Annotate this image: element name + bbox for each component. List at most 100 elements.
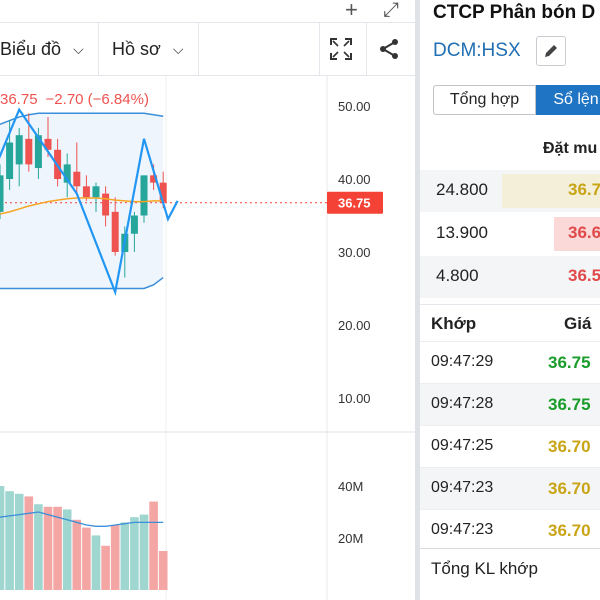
orderbook-row[interactable]: 4.800 36.5 bbox=[420, 256, 600, 298]
price-chart[interactable]: 50.0040.0030.0020.0010.0040M20M36.7536.7… bbox=[0, 0, 416, 600]
candle-body bbox=[15, 135, 23, 165]
volume-bar bbox=[53, 506, 62, 590]
candle-body bbox=[150, 175, 158, 183]
divider bbox=[319, 23, 320, 75]
volume-bar bbox=[5, 491, 14, 590]
trade-row: 09:47:23 36.70 bbox=[420, 467, 600, 510]
chevron-down-icon: ⌵ bbox=[73, 40, 84, 57]
candle-body bbox=[34, 135, 42, 169]
bollinger-lower-line bbox=[0, 276, 164, 290]
trade-price: 36.70 bbox=[548, 521, 591, 540]
trade-time: 09:47:23 bbox=[431, 479, 494, 496]
fullscreen-button[interactable] bbox=[330, 23, 356, 75]
trade-row: 09:47:23 36.70 bbox=[420, 509, 600, 552]
volume-bar bbox=[130, 517, 139, 590]
trades-price-header: Giá bbox=[564, 314, 592, 333]
orderbook-volume-bar bbox=[502, 174, 600, 208]
candle-body bbox=[159, 182, 167, 203]
share-button[interactable] bbox=[378, 23, 404, 75]
pencil-icon bbox=[545, 45, 557, 57]
add-icon[interactable]: + bbox=[345, 0, 358, 22]
legend-price: 36.75 bbox=[0, 91, 38, 108]
profile-menu-label: Hồ sơ bbox=[112, 38, 161, 59]
legend-change: −2.70 (−6.84%) bbox=[46, 91, 149, 108]
volume-bar bbox=[34, 504, 43, 590]
orderbook-volume-bar bbox=[554, 217, 600, 251]
candle-body bbox=[92, 186, 100, 198]
ticker-link[interactable]: DCM:HSX bbox=[433, 40, 521, 61]
chart-legend: 36.75 −2.70 (−6.84%) bbox=[0, 91, 149, 108]
tab-orderbook[interactable]: Sổ lện bbox=[536, 85, 600, 115]
orderbook-price: 36.6 bbox=[568, 223, 600, 242]
volume-bar bbox=[24, 496, 34, 590]
panel-splitter[interactable] bbox=[415, 0, 420, 600]
total-volume-label: Tổng KL khớp bbox=[431, 559, 538, 578]
orderbook-header-label: Đặt mu bbox=[543, 140, 598, 157]
candle-body bbox=[73, 171, 81, 187]
share-icon bbox=[380, 39, 398, 59]
chart-toolbar: Biểu đồ ⌵ Hồ sơ ⌵ bbox=[0, 23, 416, 76]
candle-body bbox=[130, 215, 138, 234]
volume-bar bbox=[82, 527, 91, 590]
trades-header: Khớp Giá bbox=[420, 304, 600, 343]
trade-row: 09:47:25 36.70 bbox=[420, 425, 600, 468]
tab-overview[interactable]: Tổng hợp bbox=[433, 85, 536, 115]
orderbook-row[interactable]: 24.800 36.7 bbox=[420, 170, 600, 212]
orderbook-row[interactable]: 13.900 36.6 bbox=[420, 213, 600, 255]
price-tick-label: 40.00 bbox=[338, 172, 371, 187]
volume-bar bbox=[149, 501, 158, 590]
volume-bar bbox=[91, 535, 101, 590]
divider bbox=[98, 23, 99, 75]
candle-body bbox=[44, 138, 52, 150]
volume-bar bbox=[14, 493, 24, 590]
orderbook-volume: 13.900 bbox=[436, 223, 488, 242]
volume-bar bbox=[72, 519, 82, 590]
volume-bar bbox=[158, 551, 168, 590]
chevron-down-icon: ⌵ bbox=[172, 40, 184, 57]
volume-tick-label: 40M bbox=[338, 479, 363, 494]
divider bbox=[366, 23, 367, 75]
candle-body bbox=[0, 175, 4, 212]
divider bbox=[198, 23, 199, 75]
trade-row: 09:47:29 36.75 bbox=[420, 341, 600, 384]
orderbook-volume: 4.800 bbox=[436, 266, 479, 285]
edit-button[interactable] bbox=[536, 36, 566, 66]
trade-time: 09:47:29 bbox=[431, 353, 494, 370]
stock-panel: CTCP Phân bón D DCM:HSX Tổng hợp Sổ lện … bbox=[420, 0, 600, 600]
trade-time: 09:47:28 bbox=[431, 395, 494, 412]
trade-price: 36.75 bbox=[548, 353, 591, 372]
volume-bar bbox=[101, 545, 110, 590]
moving-average-line bbox=[0, 197, 164, 215]
candle-body bbox=[102, 193, 110, 216]
trade-time: 09:47:23 bbox=[431, 521, 494, 538]
chart-menu-button[interactable]: Biểu đồ ⌵ bbox=[0, 23, 98, 75]
bollinger-upper-line bbox=[0, 112, 164, 125]
trade-price: 36.70 bbox=[548, 437, 591, 456]
last-price-tag bbox=[327, 191, 383, 214]
trade-price: 36.70 bbox=[548, 479, 591, 498]
trades-time-header: Khớp bbox=[431, 314, 477, 333]
candle-body bbox=[25, 138, 33, 165]
volume-bar bbox=[120, 522, 130, 590]
fullscreen-icon bbox=[330, 38, 352, 60]
volume-average-line bbox=[0, 511, 164, 527]
volume-bar bbox=[139, 514, 149, 590]
candle-body bbox=[63, 164, 71, 183]
price-tick-label: 10.00 bbox=[338, 391, 371, 406]
orderbook-price: 36.7 bbox=[568, 180, 600, 199]
wave-drawing bbox=[0, 107, 179, 297]
price-tick-label: 20.00 bbox=[338, 318, 371, 333]
expand-icon[interactable]: ⤢ bbox=[383, 0, 399, 21]
orderbook-price: 36.5 bbox=[568, 266, 600, 285]
trade-row: 09:47:28 36.75 bbox=[420, 383, 600, 426]
orderbook-volume: 24.800 bbox=[436, 180, 488, 199]
trade-price: 36.75 bbox=[548, 395, 591, 414]
volume-bar bbox=[0, 486, 5, 590]
trade-time: 09:47:25 bbox=[431, 437, 494, 454]
volume-bar bbox=[43, 506, 53, 590]
profile-menu-button[interactable]: Hồ sơ ⌵ bbox=[112, 23, 198, 75]
volume-bar bbox=[62, 509, 72, 590]
total-volume-row: Tổng KL khớp bbox=[420, 548, 600, 589]
chart-pane[interactable]: 50.00 40.00 30.00 20.00 10.00 40M 20M 36.75 36.7… bbox=[0, 0, 416, 600]
chart-menu-label: Biểu đồ bbox=[0, 38, 62, 59]
